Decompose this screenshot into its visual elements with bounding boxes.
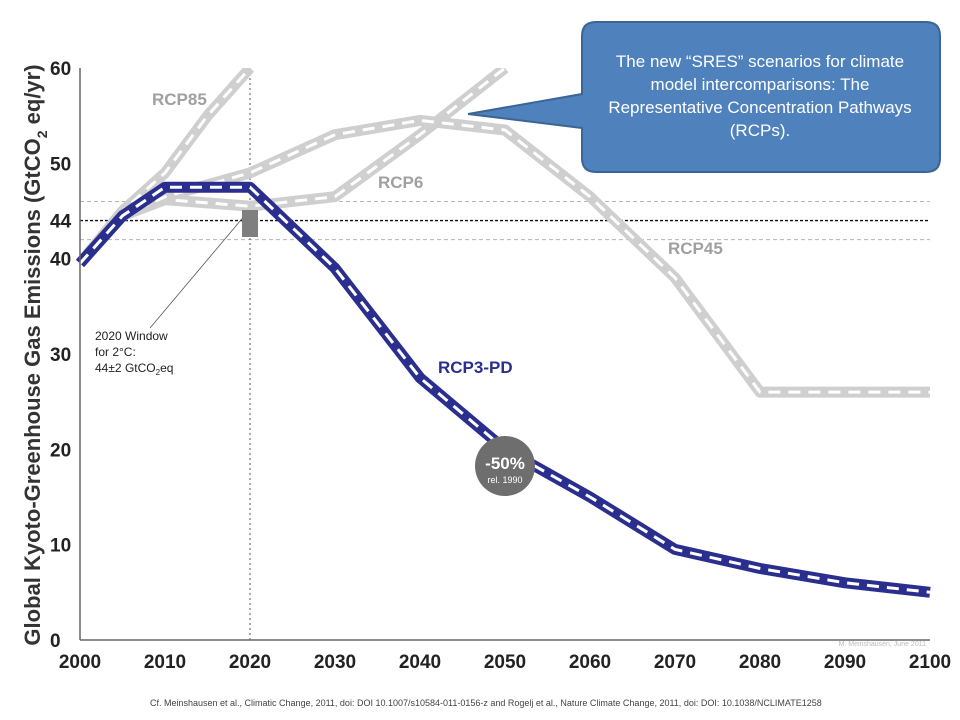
callout-text: The new “SRES” scenarios for climate mod… [608,52,912,140]
series-label-rcp6: RCP6 [378,173,423,192]
series-labels: RCP85 RCP6 RCP45 RCP3-PD [152,90,723,377]
x-tick-label: 2060 [569,652,611,673]
x-tick-label: 2100 [909,652,951,673]
window-marker [242,210,258,237]
y-tick-label: 30 [50,345,71,366]
y-tick-label: 50 [50,154,71,175]
citation: Cf. Meinshausen et al., Climatic Change,… [150,698,822,708]
y-tick-label: 40 [50,250,71,271]
y-tick-label: 0 [50,631,61,652]
series-label-rcp85: RCP85 [152,90,207,109]
x-tick-label: 2020 [229,652,271,673]
y-tick-label: 20 [50,440,71,461]
series-dash-rcp3-pd [78,185,931,594]
window-pointer-line [149,213,247,329]
x-tick-label: 2090 [824,652,866,673]
x-tick-label: 2000 [59,652,101,673]
y-tick-label: 60 [50,59,71,80]
badge-value: -50% [485,454,525,473]
x-tick-label: 2040 [399,652,441,673]
series-dash-rcp45 [78,118,930,394]
reduction-badge: -50% rel. 1990 [475,436,535,496]
window-note-line-1: 2020 Window [95,329,168,343]
x-tick-label: 2080 [739,652,781,673]
window-annotation: 2020 Window for 2°C: 44±2 GtCO2eq [95,210,258,377]
y-tick-label: 10 [50,536,71,557]
window-note-line-3: 44±2 GtCO2eq [95,361,173,377]
author-credit: M. Meinshausen, June 2011 [839,641,927,648]
series-lines [75,68,931,598]
x-tick-label: 2030 [314,652,356,673]
callout-bubble [467,21,941,173]
rcp-callout [467,21,941,173]
x-tick-label: 2070 [654,652,696,673]
series-label-rcp3-pd: RCP3-PD [438,358,513,377]
axes [79,68,930,641]
x-tick-label: 2050 [484,652,526,673]
y-tick-label: 44 [50,212,72,233]
y-axis-label: Global Kyoto-Greenhouse Gas Emissions (G… [20,64,50,645]
badge-sub: rel. 1990 [487,475,522,485]
badge-circle [475,436,535,496]
x-tick-label: 2010 [144,652,186,673]
window-note-line-2: for 2°C: [95,345,136,359]
series-label-rcp45: RCP45 [668,239,723,258]
